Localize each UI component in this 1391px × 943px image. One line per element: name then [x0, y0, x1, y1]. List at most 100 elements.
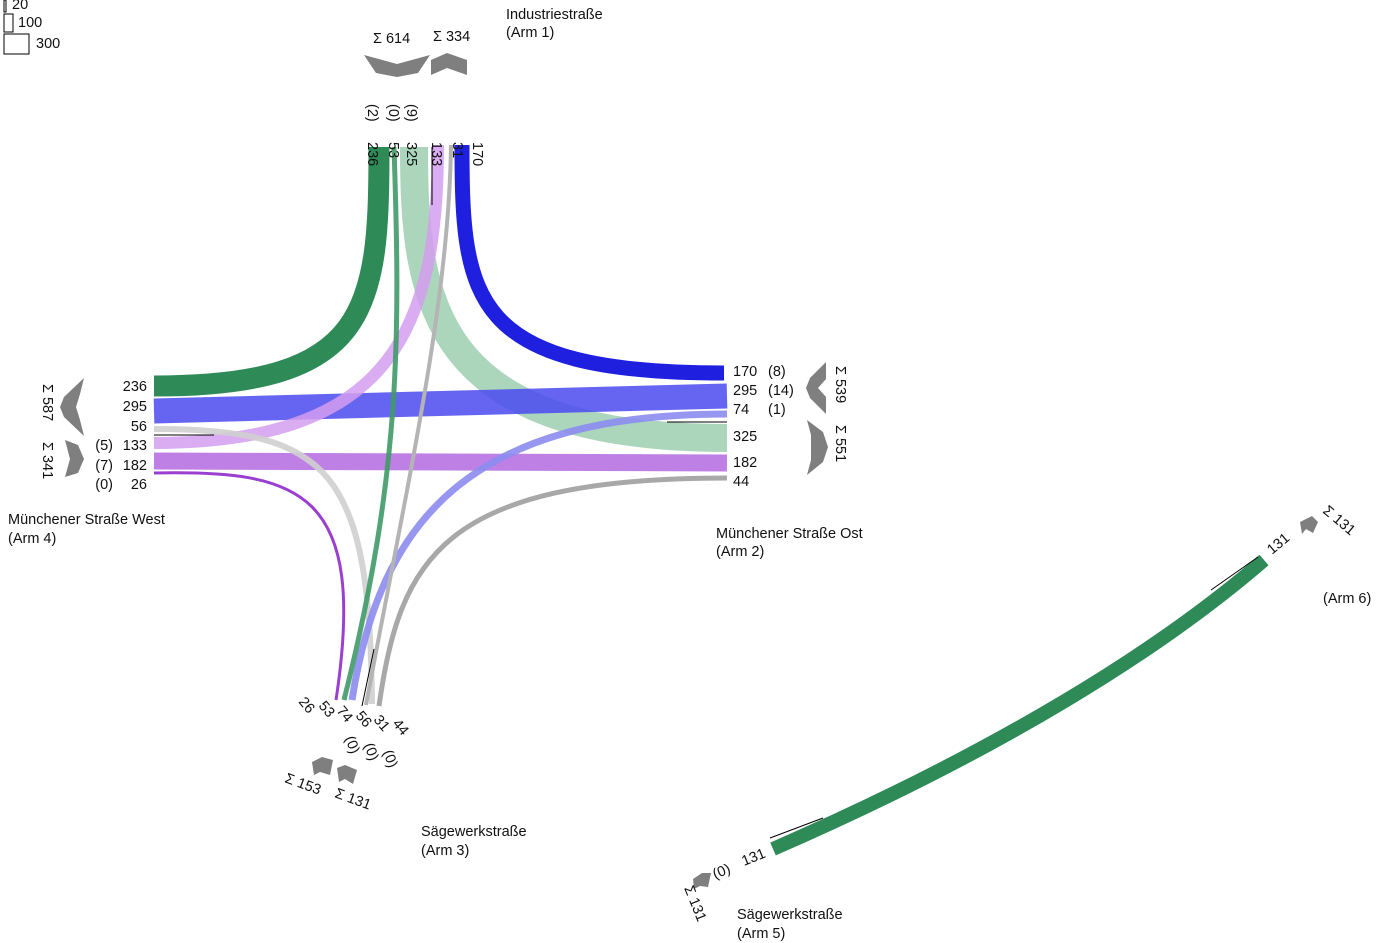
legend-label-20: 20	[12, 0, 28, 13]
arm2-labels: Münchener Straße Ost (Arm 2) 170 295 74 …	[716, 364, 863, 560]
arm2-heavy-1: (1)	[768, 402, 786, 418]
legend-box-20	[3, 0, 7, 13]
arm2-code: (Arm 2)	[716, 544, 764, 560]
arm3-heavy-0b: (0)	[360, 741, 381, 763]
arm3-heavy-0c: (0)	[379, 748, 400, 770]
chevron-arm2-in	[807, 420, 828, 475]
chevron-arm3-in	[312, 757, 333, 775]
heavy-tick-arm6	[1210, 556, 1259, 591]
arm1-sum-out: Σ 334	[433, 29, 470, 45]
chevron-arm1-out	[431, 53, 467, 75]
arm5-labels: Sägewerkstraße (Arm 5) 131 (0) Σ 131	[680, 846, 842, 942]
arm3-heavy-0a: (0)	[341, 734, 362, 756]
arm4-sum-in: Σ 341	[39, 442, 55, 479]
arm3-sum-in: Σ 153	[283, 771, 323, 799]
arm1-value-325: 325	[403, 142, 419, 166]
arm3-code: (Arm 3)	[421, 843, 469, 859]
arm6-value-131: 131	[1264, 530, 1293, 558]
arm2-value-44: 44	[733, 474, 749, 490]
flow-arm1-arm3	[341, 146, 400, 701]
arm5-sum: Σ 131	[680, 884, 709, 924]
arm1-value-53: 53	[385, 142, 401, 158]
arm3-labels: Sägewerkstraße (Arm 3) 26 53 74 56 31 44…	[283, 694, 527, 859]
arm1-heavy-9: (9)	[403, 104, 419, 122]
heavy-tick-arm5	[769, 817, 824, 839]
arm4-value-56: 56	[131, 419, 147, 435]
legend-box-100	[3, 13, 14, 33]
flow-arm4-arm1	[153, 146, 390, 397]
arm2-name: Münchener Straße Ost	[716, 526, 863, 542]
flow-arm5-arm6	[770, 554, 1269, 856]
arm3-value-31: 31	[370, 712, 393, 735]
arm1-value-133: 133	[428, 142, 444, 166]
arm4-value-295: 295	[123, 399, 147, 415]
arm5-code: (Arm 5)	[737, 926, 785, 942]
arm1-heavy-2: (2)	[364, 104, 380, 122]
arm6-sum: Σ 131	[1319, 503, 1358, 539]
flow-arm4-arm3-purple	[153, 471, 346, 701]
flow-arm2-arm3	[348, 410, 728, 701]
arm1-code: (Arm 1)	[506, 25, 554, 41]
arm1-value-31: 31	[449, 142, 465, 158]
arm2-heavy-14: (14)	[768, 383, 794, 399]
arm4-value-133: 133	[123, 438, 147, 454]
arm3-value-44: 44	[389, 716, 412, 739]
arm4-labels: Münchener Straße West (Arm 4) 236 295 56…	[8, 379, 165, 547]
arm4-code: (Arm 4)	[8, 531, 56, 547]
chevron-arm4-in	[65, 440, 84, 477]
flow-arm3-arm2	[376, 475, 728, 707]
flows	[153, 144, 1269, 856]
chevrons	[60, 53, 1318, 889]
legend: 20 100 300	[3, 0, 60, 55]
arm1-sum-in: Σ 614	[373, 31, 410, 47]
flow-arm4-arm2	[153, 452, 728, 472]
arm3-value-74: 74	[333, 703, 356, 726]
arm2-sum-in: Σ 551	[832, 425, 848, 462]
arm2-value-325: 325	[733, 429, 757, 445]
chevron-arm3-out	[337, 765, 357, 784]
arm2-heavy-8: (8)	[768, 364, 786, 380]
arm3-value-56: 56	[352, 708, 375, 731]
flow-arm3-arm1	[364, 144, 453, 706]
chevron-arm2-out	[806, 362, 826, 414]
flow-arm2-arm4	[153, 383, 728, 424]
arm4-value-236: 236	[123, 379, 147, 395]
arm4-value-182: 182	[123, 458, 147, 474]
flow-arm2-arm1	[454, 144, 725, 381]
heavy-tick-arm3	[361, 648, 375, 707]
arm2-sum-out: Σ 539	[832, 366, 848, 403]
arm1-value-236: 236	[364, 142, 380, 166]
arm3-value-26: 26	[295, 694, 318, 717]
arm4-value-26: 26	[131, 477, 147, 493]
arm4-heavy-7: (7)	[95, 458, 113, 474]
chevron-arm5	[693, 873, 711, 889]
chevron-arm1-in	[364, 55, 430, 77]
chevron-arm4-out	[60, 378, 84, 436]
arm4-name: Münchener Straße West	[8, 512, 165, 528]
arm2-value-170: 170	[733, 364, 757, 380]
arm2-value-74: 74	[733, 402, 749, 418]
legend-label-300: 300	[36, 36, 60, 52]
arm1-name: Industriestraße	[506, 7, 603, 23]
arm3-sum-out: Σ 131	[333, 786, 373, 814]
arm5-value-131: 131	[740, 846, 768, 870]
arm1-heavy-0: (0)	[385, 104, 401, 122]
chevron-arm6	[1300, 516, 1318, 534]
arm2-value-295: 295	[733, 383, 757, 399]
arm5-heavy-0: (0)	[711, 861, 733, 882]
legend-label-100: 100	[18, 15, 42, 31]
arm3-name: Sägewerkstraße	[421, 824, 527, 840]
arm1-labels: Industriestraße (Arm 1) Σ 614 Σ 334 236 …	[364, 7, 603, 166]
arm4-heavy-0: (0)	[95, 477, 113, 493]
arm4-sum-out: Σ 587	[39, 384, 55, 421]
arm5-name: Sägewerkstraße	[737, 907, 843, 923]
arm6-labels: (Arm 6) 131 Σ 131	[1264, 503, 1371, 607]
arm6-code: (Arm 6)	[1323, 591, 1371, 607]
arm4-heavy-5: (5)	[95, 438, 113, 454]
arm3-value-53: 53	[315, 698, 338, 721]
arm2-value-182: 182	[733, 455, 757, 471]
legend-box-300	[3, 33, 30, 55]
arm1-value-170: 170	[469, 142, 485, 166]
flow-arm1-arm2	[400, 146, 728, 452]
